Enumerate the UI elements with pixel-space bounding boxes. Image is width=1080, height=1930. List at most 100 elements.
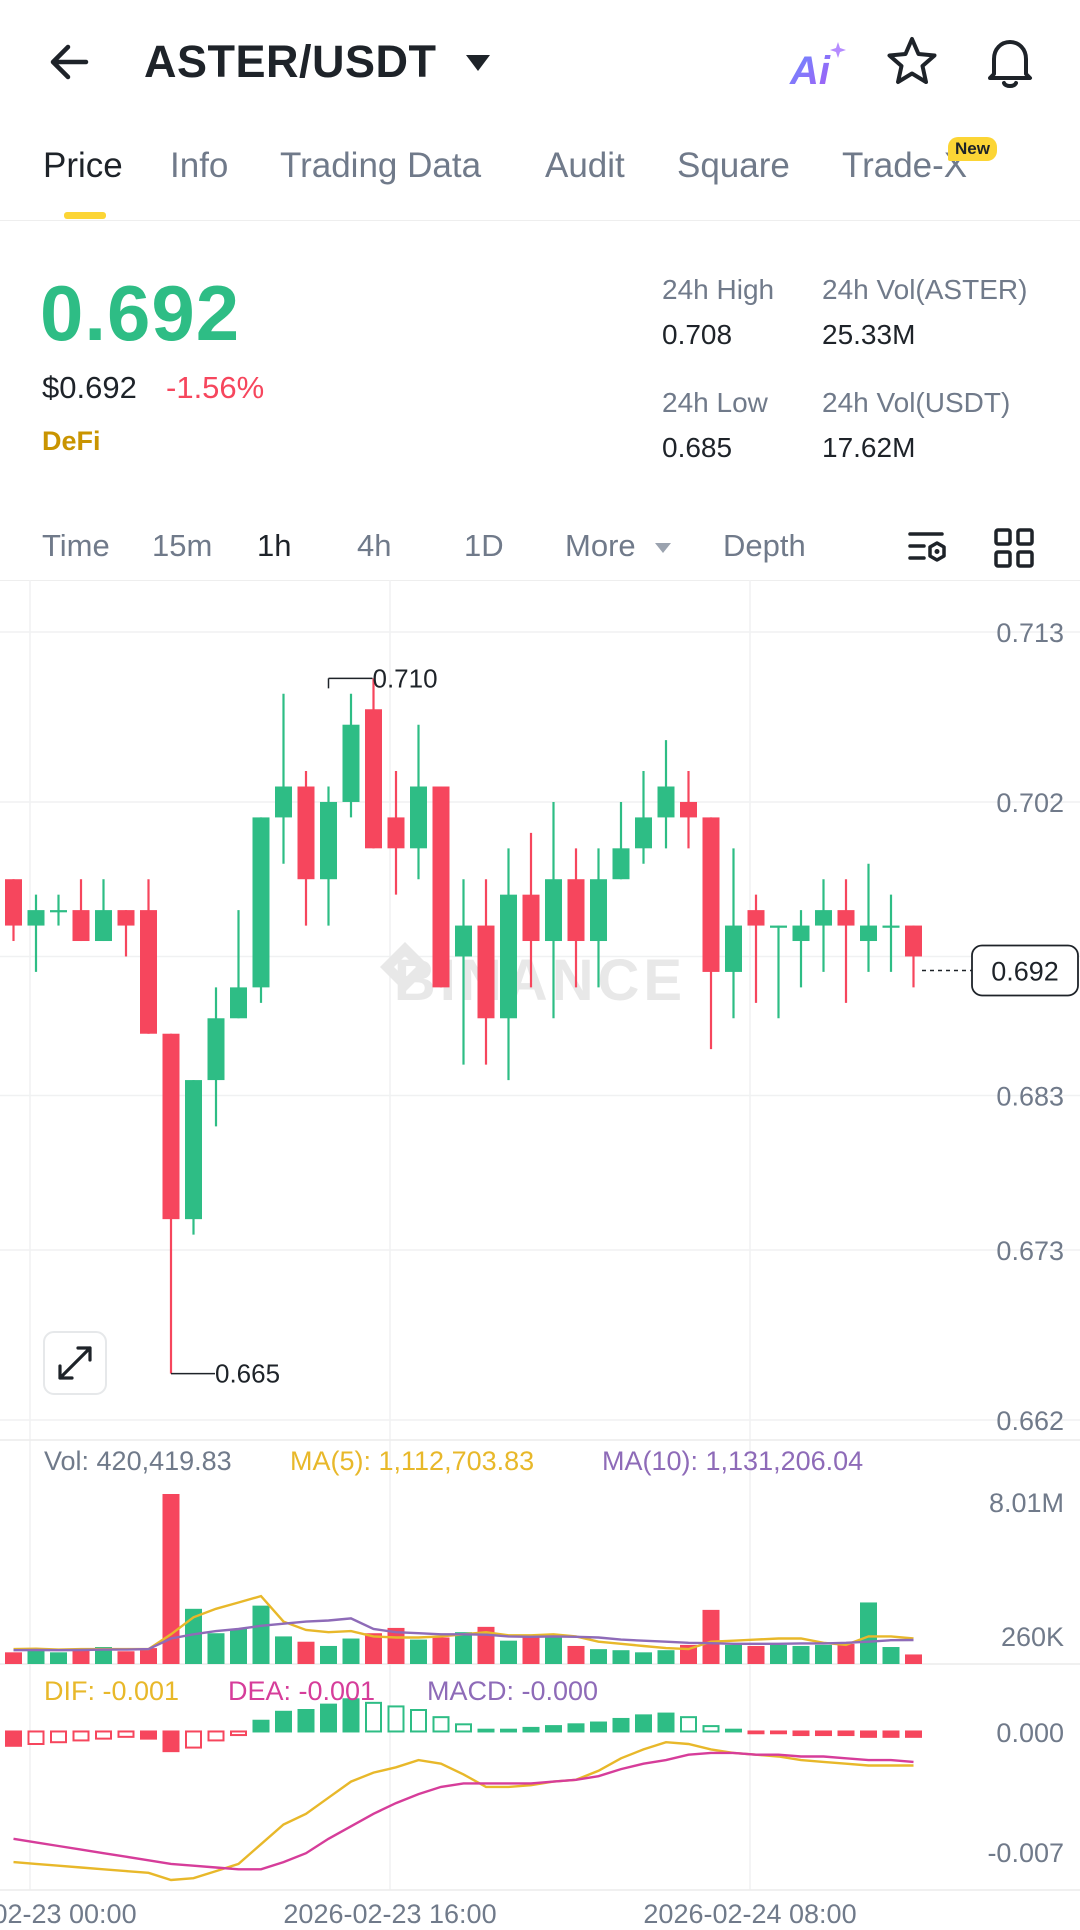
grid-layout-icon[interactable] <box>992 526 1036 570</box>
macd-dif-label: DIF: -0.001 <box>44 1676 179 1706</box>
candle-body <box>725 925 742 972</box>
candle-body <box>657 786 675 818</box>
tab-square[interactable]: Square <box>677 146 790 185</box>
candle-body <box>72 910 90 942</box>
volume-ma10-line <box>13 1617 914 1652</box>
candle-body <box>297 786 315 880</box>
macd-tick-top: 0.000 <box>996 1718 1064 1748</box>
macd-histogram-bar <box>837 1730 855 1737</box>
candle-body <box>522 894 540 942</box>
bell-icon[interactable] <box>980 32 1040 92</box>
volume-bar <box>770 1644 787 1664</box>
expand-chart-button[interactable] <box>43 1331 107 1395</box>
macd-histogram-bar <box>185 1730 202 1749</box>
candle-body <box>455 925 472 957</box>
top-bar: ASTER/USDT Ai <box>0 0 1080 128</box>
chart-settings-icon[interactable] <box>906 526 950 570</box>
macd-dea-label: DEA: -0.001 <box>228 1676 375 1706</box>
volume-bar <box>500 1640 517 1664</box>
volume-bar <box>252 1605 270 1664</box>
volume-bar <box>590 1649 607 1664</box>
macd-histogram-bar <box>365 1701 382 1733</box>
tab-info[interactable]: Info <box>170 146 229 185</box>
tab-audit[interactable]: Audit <box>545 146 625 185</box>
macd-histogram-bar <box>252 1719 270 1733</box>
volume-bar <box>792 1645 810 1664</box>
interval-time[interactable]: Time <box>42 528 110 563</box>
interval-depth[interactable]: Depth <box>723 528 806 563</box>
volume-bar <box>432 1637 450 1664</box>
volume-series <box>5 1494 922 1664</box>
tab-price[interactable]: Price <box>43 146 123 185</box>
candle-body <box>230 987 247 1019</box>
macd-histogram-bar <box>432 1716 450 1733</box>
volume-bar <box>27 1648 45 1664</box>
pair-title[interactable]: ASTER/USDT <box>144 36 437 87</box>
new-badge: New <box>948 137 997 161</box>
candle-body <box>342 724 360 802</box>
interval-more[interactable]: More <box>565 528 636 563</box>
candle-body <box>365 709 382 849</box>
volume-bar <box>185 1608 202 1664</box>
usd-price: $0.692 <box>42 370 137 405</box>
ai-button[interactable]: Ai <box>788 40 848 100</box>
price-tick-label: 0.683 <box>996 1082 1064 1112</box>
macd-histogram-bar <box>297 1709 315 1733</box>
volume-label: Vol: 420,419.83 <box>44 1446 232 1476</box>
volume-bar <box>140 1648 157 1664</box>
volume-bar <box>230 1628 247 1664</box>
vol-quote-label: 24h Vol(USDT) <box>822 387 1011 418</box>
vol-quote-value: 17.62M <box>822 432 916 463</box>
price-tick-label: 0.702 <box>996 788 1064 818</box>
macd-histogram-bar <box>747 1730 765 1735</box>
macd-histogram-bar <box>612 1717 630 1733</box>
star-icon[interactable] <box>884 34 940 90</box>
macd-histogram-bar <box>815 1730 832 1737</box>
tab-trade-x[interactable]: Trade-X <box>842 146 968 185</box>
volume-bar <box>275 1636 292 1664</box>
back-arrow-icon[interactable] <box>44 36 96 88</box>
volume-bar <box>72 1650 90 1664</box>
interval-4h[interactable]: 4h <box>357 528 392 563</box>
last-price-tag-label: 0.692 <box>991 956 1059 986</box>
macd-histogram-bar <box>792 1730 810 1737</box>
more-caret-down-icon <box>655 543 671 553</box>
macd-histogram-bar <box>882 1730 900 1738</box>
binance-logo-icon <box>380 942 430 992</box>
tab-trading-data[interactable]: Trading Data <box>280 146 482 185</box>
candle-body <box>815 910 832 926</box>
macd-histogram-bar <box>545 1725 562 1733</box>
macd-histogram-bar <box>635 1714 652 1733</box>
interval-1h[interactable]: 1h <box>257 528 292 563</box>
candle-body <box>117 910 135 926</box>
volume-bar <box>747 1645 765 1664</box>
volume-ma5-label: MA(5): 1,112,703.83 <box>290 1446 534 1476</box>
interval-15m[interactable]: 15m <box>152 528 213 563</box>
macd-histogram-bar <box>725 1728 742 1733</box>
candle-body <box>185 1080 202 1220</box>
candle-body <box>320 801 337 880</box>
last-price-tag <box>971 944 1079 997</box>
volume-bar <box>545 1634 562 1664</box>
macd-histogram-bar <box>117 1730 135 1738</box>
volume-bar <box>365 1633 382 1664</box>
candle-body <box>162 1033 180 1220</box>
caret-down-icon[interactable] <box>464 52 492 76</box>
active-tab-indicator <box>64 212 106 219</box>
volume-bar <box>657 1650 675 1664</box>
macd-value-label: MACD: -0.000 <box>427 1676 598 1706</box>
price-tick-label: 0.662 <box>996 1406 1064 1436</box>
interval-1d[interactable]: 1D <box>464 528 504 563</box>
candle-body <box>140 910 157 1034</box>
macd-histogram-bar <box>27 1730 45 1745</box>
volume-tick-bottom: 260K <box>1001 1622 1064 1652</box>
volume-bar <box>50 1652 67 1664</box>
candle-body <box>770 925 787 928</box>
volume-bar <box>5 1652 22 1664</box>
expand-icon <box>58 1346 92 1380</box>
macd-histogram-bar <box>905 1730 922 1738</box>
sector-tag[interactable]: DeFi <box>42 426 101 456</box>
macd-histogram-bar <box>342 1698 360 1733</box>
ai-sparkle-icon: Ai <box>789 42 846 93</box>
